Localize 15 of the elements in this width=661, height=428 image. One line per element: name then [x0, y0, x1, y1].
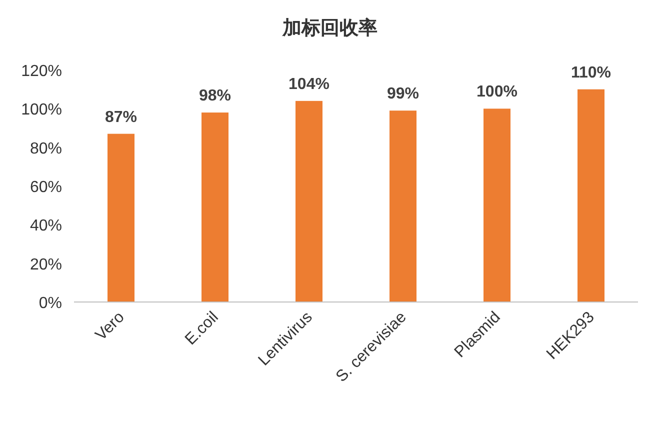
y-tick-label: 60%	[30, 179, 62, 196]
x-tick-label: Vero	[92, 308, 128, 344]
y-tick-label: 20%	[30, 256, 62, 274]
title: 加标回收率	[282, 18, 378, 39]
y-tick-label: 100%	[21, 102, 62, 119]
data-label: 98%	[198, 88, 232, 105]
y-tick-label: 80%	[30, 140, 62, 158]
data-label: 100%	[476, 84, 518, 101]
data-label: 104%	[288, 76, 330, 93]
y-tick-label: 0%	[38, 295, 62, 312]
y-tick-label: 40%	[30, 218, 62, 235]
data-label: 99%	[386, 86, 420, 103]
y-tick-label: 120%	[21, 63, 62, 80]
data-label: 87%	[104, 108, 138, 126]
data-label: 110%	[570, 64, 612, 82]
